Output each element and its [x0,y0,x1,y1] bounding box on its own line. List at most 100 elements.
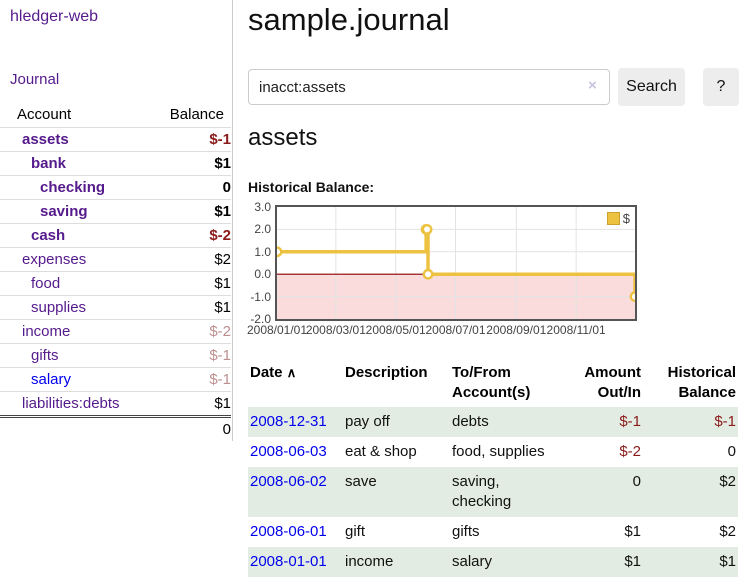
sort-ascending-icon: ∧ [286,365,297,380]
account-row: assets $-1 [0,127,231,152]
account-balance: 0 [140,175,231,200]
x-tick-label: 2008/07/01 [425,323,486,337]
register-header-account: To/From Account(s) [452,364,531,401]
transaction-date-link[interactable]: 2008-06-03 [250,443,327,460]
transaction-account: debts [450,407,565,437]
account-balance: $1 [140,151,231,176]
transaction-description: eat & shop [345,443,417,460]
account-link-saving[interactable]: saving [40,203,88,220]
transaction-date-link[interactable]: 2008-06-02 [250,473,327,490]
y-tick-label: -1.0 [250,289,271,304]
transaction-description: income [343,547,450,577]
register-header-row: Date ∧ Description To/From Account(s) Am… [248,358,738,407]
account-link-bank[interactable]: bank [31,155,67,172]
x-tick-label: 2008/03/01 [305,323,366,337]
transaction-amount: $-2 [619,443,641,460]
account-row: income $-2 [0,319,231,344]
account-balance: $1 [140,391,231,417]
accounts-header-row: Account Balance [0,102,231,128]
transaction-description: gift [345,523,366,540]
legend-swatch-icon [606,212,620,225]
register-header-balance: Historical Balance [667,364,736,401]
transaction-date-link[interactable]: 2008-12-31 [250,413,327,430]
account-link-liabilities-debts[interactable]: liabilities:debts [22,395,120,412]
app-brand-link[interactable]: hledger-web [10,8,99,25]
account-balance: $1 [140,295,231,320]
account-row: cash $-2 [0,223,231,248]
clear-search-icon[interactable]: × [588,77,597,94]
transaction-balance: $2 [719,523,736,540]
transaction-row[interactable]: 2008-12-31 pay off debts $-1 $-1 [248,407,738,437]
y-tick-label: 0.0 [254,267,271,282]
account-link-cash[interactable]: cash [31,227,66,244]
register-table: Date ∧ Description To/From Account(s) Am… [248,358,738,577]
account-balance: $-1 [140,127,231,152]
account-balance: $1 [140,199,231,224]
register-header-amount: Amount Out/In [584,364,641,401]
x-tick-label: 2008/05/01 [365,323,426,337]
account-link-supplies[interactable]: supplies [31,299,87,316]
accounts-header-balance: Balance [169,106,224,123]
transaction-row[interactable]: 2008-06-01 gift gifts $1 $2 [248,517,738,547]
transaction-description: save [343,467,450,517]
account-row: food $1 [0,271,231,296]
transaction-account: gifts [452,523,480,540]
account-heading: assets [248,124,318,151]
balance-chart: $ [275,205,637,321]
account-row: checking 0 [0,175,231,200]
transaction-date-link[interactable]: 2008-06-01 [250,523,327,540]
chart-y-axis: 3.0 2.0 1.0 0.0 -1.0 -2.0 [246,200,273,326]
search-button[interactable]: Search [618,68,685,106]
transaction-balance: $-1 [643,407,738,437]
transaction-date-link[interactable]: 2008-01-01 [250,553,327,570]
transaction-row[interactable]: 2008-06-02 save saving, checking 0 $2 [248,467,738,517]
account-link-gifts[interactable]: gifts [31,347,59,364]
account-row: gifts $-1 [0,343,231,368]
help-button[interactable]: ? [703,68,739,106]
account-balance: $1 [140,271,231,296]
account-balance: $-1 [140,367,231,392]
chart-heading: Historical Balance: [248,179,375,195]
account-row: liabilities:debts $1 [0,391,231,417]
transaction-balance: $2 [643,467,738,517]
account-link-income[interactable]: income [22,323,71,340]
account-balance: $-2 [140,223,231,248]
register-header-description: Description [345,364,428,381]
accounts-total-balance: 0 [140,415,231,441]
register-header-date[interactable]: Date ∧ [250,364,297,381]
account-row: saving $1 [0,199,231,224]
transaction-account: saving, checking [450,467,565,517]
x-tick-label: 2008/09/01 [486,323,547,337]
account-link-food[interactable]: food [31,275,61,292]
sidebar-item-journal[interactable]: Journal [10,71,60,88]
legend-label: $ [622,211,630,226]
chart-x-axis: 2008/01/01 2008/03/01 2008/05/01 2008/07/01… [247,323,641,339]
account-link-checking[interactable]: checking [40,179,106,196]
transaction-amount: $1 [624,523,641,540]
y-tick-label: 3.0 [254,200,271,214]
transaction-row[interactable]: 2008-01-01 income salary $1 $1 [248,547,738,577]
sidebar: hledger-web Journal Account Balance asse… [0,0,233,441]
account-row: salary $-1 [0,367,231,392]
accounts-table: Account Balance assets $-1 bank $1 check… [0,102,231,441]
account-link-expenses[interactable]: expenses [22,251,87,268]
y-tick-label: -2.0 [250,312,271,326]
account-row: expenses $2 [0,247,231,272]
main-content: sample.journal × Search ? assets Histori… [246,0,742,582]
account-balance: $-2 [140,319,231,344]
search-input[interactable] [248,69,610,105]
transaction-description: pay off [343,407,450,437]
chart-canvas [277,207,635,319]
transaction-account: food, supplies [452,443,545,460]
account-link-assets[interactable]: assets [22,131,69,148]
transaction-amount: $-1 [565,407,643,437]
accounts-header-account: Account [17,106,72,123]
x-tick-label: 2008/01/01 [246,323,308,337]
transaction-balance: 0 [727,443,736,460]
account-row: bank $1 [0,151,231,176]
transaction-amount: 0 [565,467,643,517]
transaction-balance: $1 [643,547,738,577]
y-tick-label: 2.0 [254,222,271,237]
account-link-salary[interactable]: salary [31,371,72,388]
transaction-row[interactable]: 2008-06-03 eat & shop food, supplies $-2… [248,437,738,467]
